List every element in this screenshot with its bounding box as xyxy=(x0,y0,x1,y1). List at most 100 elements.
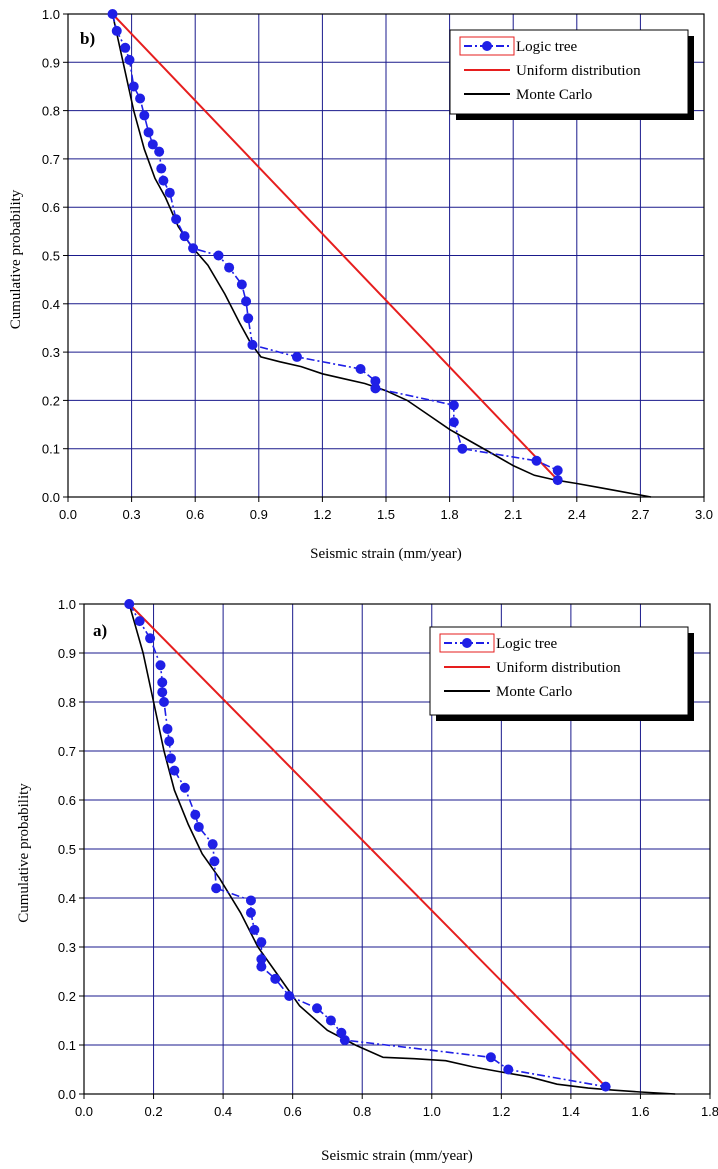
legend-box xyxy=(429,626,689,716)
logic-tree-point xyxy=(531,455,542,466)
logic-tree-point xyxy=(158,175,169,186)
logic-tree-point xyxy=(128,81,139,92)
logic-tree-point xyxy=(339,1035,350,1046)
x-tick-label: 2.4 xyxy=(568,507,586,522)
y-tick-label: 0.1 xyxy=(42,442,60,457)
logic-tree-point xyxy=(247,339,258,350)
logic-tree-point xyxy=(291,351,302,362)
logic-tree-point xyxy=(243,313,254,324)
panel-label: a) xyxy=(93,621,107,640)
series-line-monte-carlo xyxy=(128,603,676,1095)
y-tick-label: 0.4 xyxy=(58,891,76,906)
x-tick-label: 0.9 xyxy=(250,507,268,522)
y-tick-label: 0.5 xyxy=(58,842,76,857)
series-line-monte-carlo xyxy=(111,13,652,498)
x-tick-label: 0.3 xyxy=(123,507,141,522)
legend-highlight-box xyxy=(439,633,495,653)
logic-tree-point xyxy=(147,139,158,150)
logic-tree-point xyxy=(312,1003,323,1014)
y-tick-label: 0.2 xyxy=(42,393,60,408)
x-tick-label: 2.1 xyxy=(504,507,522,522)
x-tick-label: 1.2 xyxy=(492,1104,510,1119)
x-tick-label: 1.8 xyxy=(701,1104,718,1119)
logic-tree-point xyxy=(485,1052,496,1063)
logic-tree-point xyxy=(134,616,145,627)
logic-tree-point xyxy=(224,262,235,273)
legend-entry-label: Logic tree xyxy=(496,636,558,652)
y-tick-label: 0.3 xyxy=(42,345,60,360)
logic-tree-point xyxy=(370,376,381,387)
logic-tree-point xyxy=(256,954,267,965)
legend-highlight-box xyxy=(459,36,515,56)
logic-tree-point xyxy=(552,475,563,486)
logic-tree-point xyxy=(190,809,201,820)
logic-tree-point xyxy=(154,146,165,157)
logic-tree-point xyxy=(157,687,168,698)
logic-tree-point xyxy=(370,383,381,394)
logic-tree-point xyxy=(270,973,281,984)
logic-tree-point xyxy=(211,883,222,894)
legend-entry-label: Monte Carlo xyxy=(516,87,592,103)
logic-tree-point xyxy=(164,187,175,198)
series-line-uniform-distribution xyxy=(111,13,559,481)
y-tick-label: 0.8 xyxy=(42,104,60,119)
y-tick-label: 1.0 xyxy=(58,597,76,612)
x-tick-label: 2.7 xyxy=(631,507,649,522)
y-axis-title: Cumulative probability xyxy=(8,189,24,329)
y-axis-title: Cumulative probability xyxy=(16,783,32,923)
x-tick-label: 3.0 xyxy=(695,507,713,522)
logic-tree-point xyxy=(207,839,218,850)
legend-entry-label: Monte Carlo xyxy=(496,684,572,700)
x-axis-title: Seismic strain (mm/year) xyxy=(321,1148,473,1164)
legend-entry-label: Logic tree xyxy=(516,39,578,55)
x-tick-label: 0.4 xyxy=(214,1104,232,1119)
chart-panel-a: 0.0 0.2 0.4 0.6 0.8 1.0 1.2 1.4 1.6 1.8 0.0 0.1 0.2 0… xyxy=(16,597,718,1164)
y-tick-label: 0.0 xyxy=(42,490,60,505)
x-tick-label: 0.2 xyxy=(145,1104,163,1119)
logic-tree-point xyxy=(193,821,204,832)
y-tick-label: 0.9 xyxy=(42,55,60,70)
logic-tree-point xyxy=(124,599,135,609)
panel-label: b) xyxy=(80,29,95,48)
logic-tree-point xyxy=(241,296,252,307)
logic-tree-point xyxy=(124,54,135,65)
logic-tree-point xyxy=(111,25,122,36)
logic-tree-point xyxy=(457,443,468,454)
x-tick-label: 0.8 xyxy=(353,1104,371,1119)
logic-tree-point xyxy=(448,400,459,411)
logic-tree-point xyxy=(143,127,154,138)
y-tick-label: 0.0 xyxy=(58,1087,76,1102)
legend: Logic tree Uniform distribution Monte Carl… xyxy=(429,626,694,721)
y-tick-label: 0.5 xyxy=(42,249,60,264)
x-tick-label: 0.0 xyxy=(75,1104,93,1119)
logic-tree-point xyxy=(171,214,182,225)
x-tick-label: 1.4 xyxy=(562,1104,580,1119)
logic-tree-point xyxy=(188,243,199,254)
x-tick-label: 1.6 xyxy=(631,1104,649,1119)
x-tick-label: 0.6 xyxy=(186,507,204,522)
x-tick-label: 0.6 xyxy=(284,1104,302,1119)
logic-tree-point xyxy=(158,697,169,707)
logic-tree-point xyxy=(135,93,146,104)
logic-tree-point xyxy=(284,991,295,1001)
logic-tree-point xyxy=(139,110,150,121)
logic-tree-point xyxy=(145,633,156,644)
logic-tree-point xyxy=(107,9,118,19)
x-axis-title: Seismic strain (mm/year) xyxy=(310,546,462,562)
logic-tree-point xyxy=(179,782,190,793)
logic-tree-point xyxy=(256,961,267,972)
legend-marker xyxy=(482,41,492,51)
logic-tree-point xyxy=(209,856,220,867)
legend-marker xyxy=(462,638,472,648)
y-tick-label: 0.9 xyxy=(58,646,76,661)
y-tick-label: 0.7 xyxy=(58,744,76,759)
series-line-uniform-distribution xyxy=(128,603,607,1088)
legend-entry-label: Uniform distribution xyxy=(496,660,621,676)
logic-tree-point xyxy=(249,924,260,935)
logic-tree-point xyxy=(179,231,190,242)
y-tick-label: 0.3 xyxy=(58,940,76,955)
y-tick-label: 0.7 xyxy=(42,152,60,167)
legend: Logic tree Uniform distribution Monte Carl… xyxy=(449,29,694,120)
y-tick-label: 1.0 xyxy=(42,7,60,22)
